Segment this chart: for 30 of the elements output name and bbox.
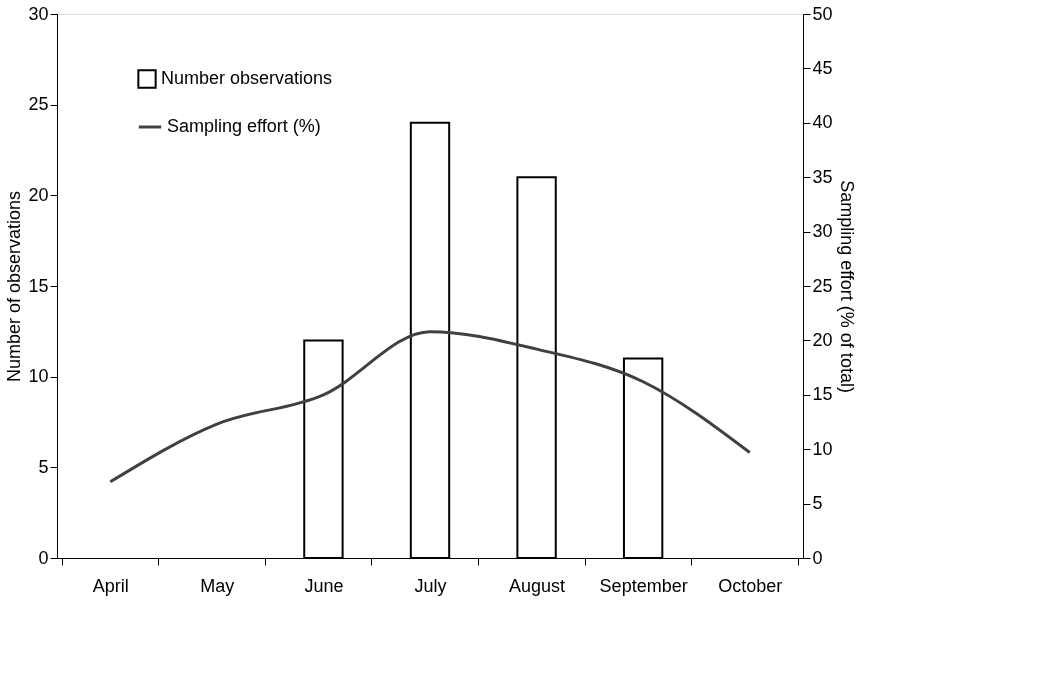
y2-tick-label: 25 [812, 275, 833, 296]
y2-tick-label: 20 [812, 329, 833, 350]
y2-tick-label: 35 [812, 166, 833, 187]
y2-tick-label: 0 [812, 547, 823, 568]
y2-tick-label: 10 [812, 438, 833, 459]
y2-tick-label: 15 [812, 384, 833, 405]
y-tick-label: 5 [38, 456, 49, 477]
x-tick-label: October [718, 575, 783, 596]
y2-tick-label: 50 [812, 3, 833, 24]
y2-tick-label: 30 [812, 221, 833, 242]
legend-label: Number observations [161, 68, 333, 88]
y-tick-label: 15 [28, 275, 49, 296]
x-tick-label: June [304, 575, 344, 596]
x-tick-label: July [414, 575, 447, 596]
x-tick-label: April [92, 575, 129, 596]
x-tick-label: September [599, 575, 688, 596]
y-axis-title: Number of observations [4, 190, 25, 383]
line-series [108, 330, 752, 484]
y2-axis-title: Sampling effort (% of total) [836, 180, 857, 393]
y2-tick-label: 40 [812, 112, 833, 133]
y-tick-label: 10 [28, 366, 49, 387]
x-tick-label: August [509, 575, 566, 596]
y2-tick-label: 45 [812, 57, 833, 78]
x-tick-label: May [200, 575, 235, 596]
y2-tick-label: 5 [812, 493, 823, 514]
y-tick-label: 0 [38, 547, 49, 568]
y-tick-label: 20 [28, 184, 49, 205]
y-tick-label: 25 [28, 94, 49, 115]
y-tick-label: 30 [28, 3, 49, 24]
legend-label: Sampling effort (%) [167, 116, 321, 136]
